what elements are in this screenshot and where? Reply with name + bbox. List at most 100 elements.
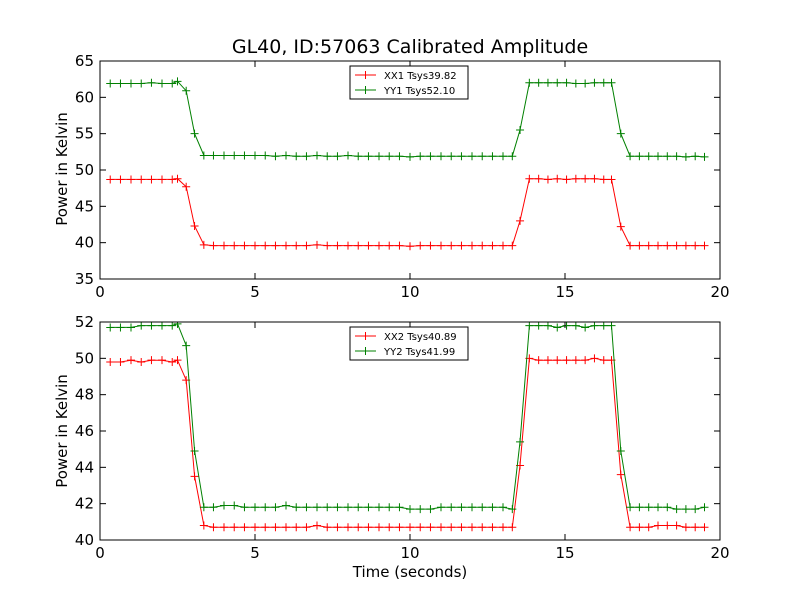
bottom-chart-series-1-point	[116, 323, 125, 332]
top-chart-legend-label: XX1 Tsys39.82	[384, 71, 457, 82]
top-chart-series-0-point	[426, 241, 435, 250]
bottom-chart-series-1-point	[385, 503, 394, 512]
bottom-chart-series-0-point	[313, 521, 321, 530]
top-chart-series-0-point	[616, 222, 625, 231]
top-chart-legend-label: YY1 Tsys52.10	[383, 86, 455, 97]
bottom-chart-series-0-point	[137, 357, 146, 366]
top-chart-series-1-point	[700, 152, 709, 161]
bottom-chart-ytick-label: 42	[75, 495, 94, 513]
top-chart-series-1-point	[182, 86, 191, 95]
bottom-chart-series-0-point	[106, 357, 115, 366]
bottom-chart-series-0-point	[354, 523, 363, 532]
top-chart-series-0-point	[534, 174, 543, 183]
top-chart-series-0-point	[344, 241, 352, 250]
top-chart-series-0-point	[416, 241, 425, 250]
top-chart-series-1-point	[220, 151, 228, 160]
top-chart-series-1-point	[616, 129, 625, 138]
top-chart-series-1-point	[385, 152, 394, 161]
top-chart: GL40, ID:57063 Calibrated Amplitude Powe…	[53, 36, 730, 301]
top-chart-series-0-point	[626, 241, 635, 250]
top-chart-ytick-label: 65	[75, 52, 94, 70]
bottom-chart-series-0	[106, 354, 709, 532]
bottom-chart-ytick-label: 52	[75, 313, 94, 331]
bottom-chart-series-1-point	[478, 503, 487, 512]
top-chart-series-1-point	[168, 79, 177, 88]
bottom-chart-series-1-point	[137, 322, 146, 330]
bottom-chart-series-0-point	[251, 523, 259, 532]
bottom-chart-legend-box	[349, 326, 469, 361]
bottom-chart-series-1-point	[607, 322, 616, 330]
bottom-chart-series-0-point	[437, 523, 445, 532]
bottom-chart-series-1-point	[261, 503, 270, 512]
top-chart-series-1-point	[607, 78, 616, 87]
bottom-chart-series-0-point	[261, 523, 270, 532]
top-chart-series-1-point	[426, 152, 435, 161]
bottom-chart-series-1-point	[468, 503, 476, 512]
top-chart-series-1-point	[599, 78, 608, 87]
bottom-chart-series-0-point	[344, 523, 352, 532]
top-chart-series-1-point	[534, 78, 543, 87]
top-chart-series-1-point	[344, 151, 352, 160]
top-chart-series-0-point	[691, 241, 700, 250]
bottom-chart-series-1-point	[437, 503, 445, 512]
bottom-chart-xtick-label: 20	[710, 544, 729, 562]
top-chart-series-0-point	[562, 175, 571, 184]
top-chart-series-0-point	[147, 175, 156, 184]
bottom-chart-series-0-point	[416, 523, 425, 532]
top-chart-series-0-point	[663, 241, 672, 250]
bottom-chart-series-1-point	[700, 503, 709, 512]
top-chart-series-0-point	[182, 182, 191, 191]
bottom-chart-series-1-point	[599, 322, 608, 330]
top-chart-series-0-point	[323, 241, 332, 250]
top-chart-legend-marker	[361, 86, 370, 94]
bottom-chart-series-1-point	[508, 505, 517, 514]
top-chart-series-1-point	[158, 79, 166, 88]
top-chart-series-1-point	[190, 129, 199, 138]
top-chart-series-1-point	[457, 152, 466, 161]
top-chart-series-1-point	[447, 152, 456, 161]
top-chart-series-1-point	[375, 152, 383, 161]
top-chart-series-0-point	[271, 241, 280, 250]
top-chart-ytick-label: 45	[75, 197, 94, 215]
bottom-chart-series-1-point	[147, 322, 156, 330]
top-chart-series-1-point	[499, 152, 507, 161]
bottom-chart-series-0-point	[406, 523, 414, 532]
top-chart-series-1-point	[323, 152, 332, 161]
bottom-chart-series-1	[106, 322, 709, 514]
top-chart-series-0-point	[199, 240, 208, 249]
bottom-chart-series-0-point	[426, 523, 435, 532]
bottom-chart-series-0-point	[562, 356, 571, 365]
top-chart-series-1-point	[240, 151, 249, 160]
top-chart-series-1-point	[672, 152, 681, 161]
bottom-chart-series-0-point	[599, 356, 608, 365]
bottom-chart-series-1-point	[663, 503, 672, 512]
top-chart-series-1-point	[654, 152, 662, 161]
bottom-chart-series-0-point	[468, 523, 476, 532]
bottom-chart-series-0-point	[147, 356, 156, 365]
top-chart-series-0-point	[137, 175, 146, 184]
top-chart-series-1-point	[543, 78, 552, 87]
bottom-chart-series-0-point	[385, 523, 394, 532]
bottom-chart-series-1-point	[313, 503, 321, 512]
top-chart-series-0-point	[525, 174, 534, 183]
top-chart-ytick-label: 35	[75, 270, 94, 288]
bottom-chart-series-1-point	[457, 503, 466, 512]
top-chart-series-1-point	[209, 151, 218, 160]
top-chart-series-0-point	[700, 241, 709, 250]
top-chart-series-1-point	[562, 78, 571, 87]
bottom-chart-series-1-point	[302, 503, 311, 512]
top-chart-series-0-point	[581, 174, 590, 183]
bottom-chart-series-0-point	[323, 523, 332, 532]
bottom-chart-series-1-point	[543, 322, 552, 330]
top-chart-plot-area: 0 5 10 15 20 35 40 45 50 55 60 65 XX1 Tsys39.82 YY1 T…	[75, 52, 730, 301]
top-chart-series-1-point	[395, 152, 404, 161]
bottom-chart-series-1-point	[590, 322, 599, 330]
top-chart-xtick-label: 0	[95, 283, 105, 301]
bottom-chart-series-0-point	[553, 356, 562, 365]
top-chart-legend-entry: XX1 Tsys39.82	[355, 71, 457, 82]
top-chart-series-0-point	[375, 241, 383, 250]
top-chart-series-0-point	[590, 174, 599, 183]
top-chart-series-0-point	[220, 241, 228, 250]
top-chart-series-0-point	[190, 221, 199, 230]
bottom-chart-series-1-point	[282, 501, 290, 510]
